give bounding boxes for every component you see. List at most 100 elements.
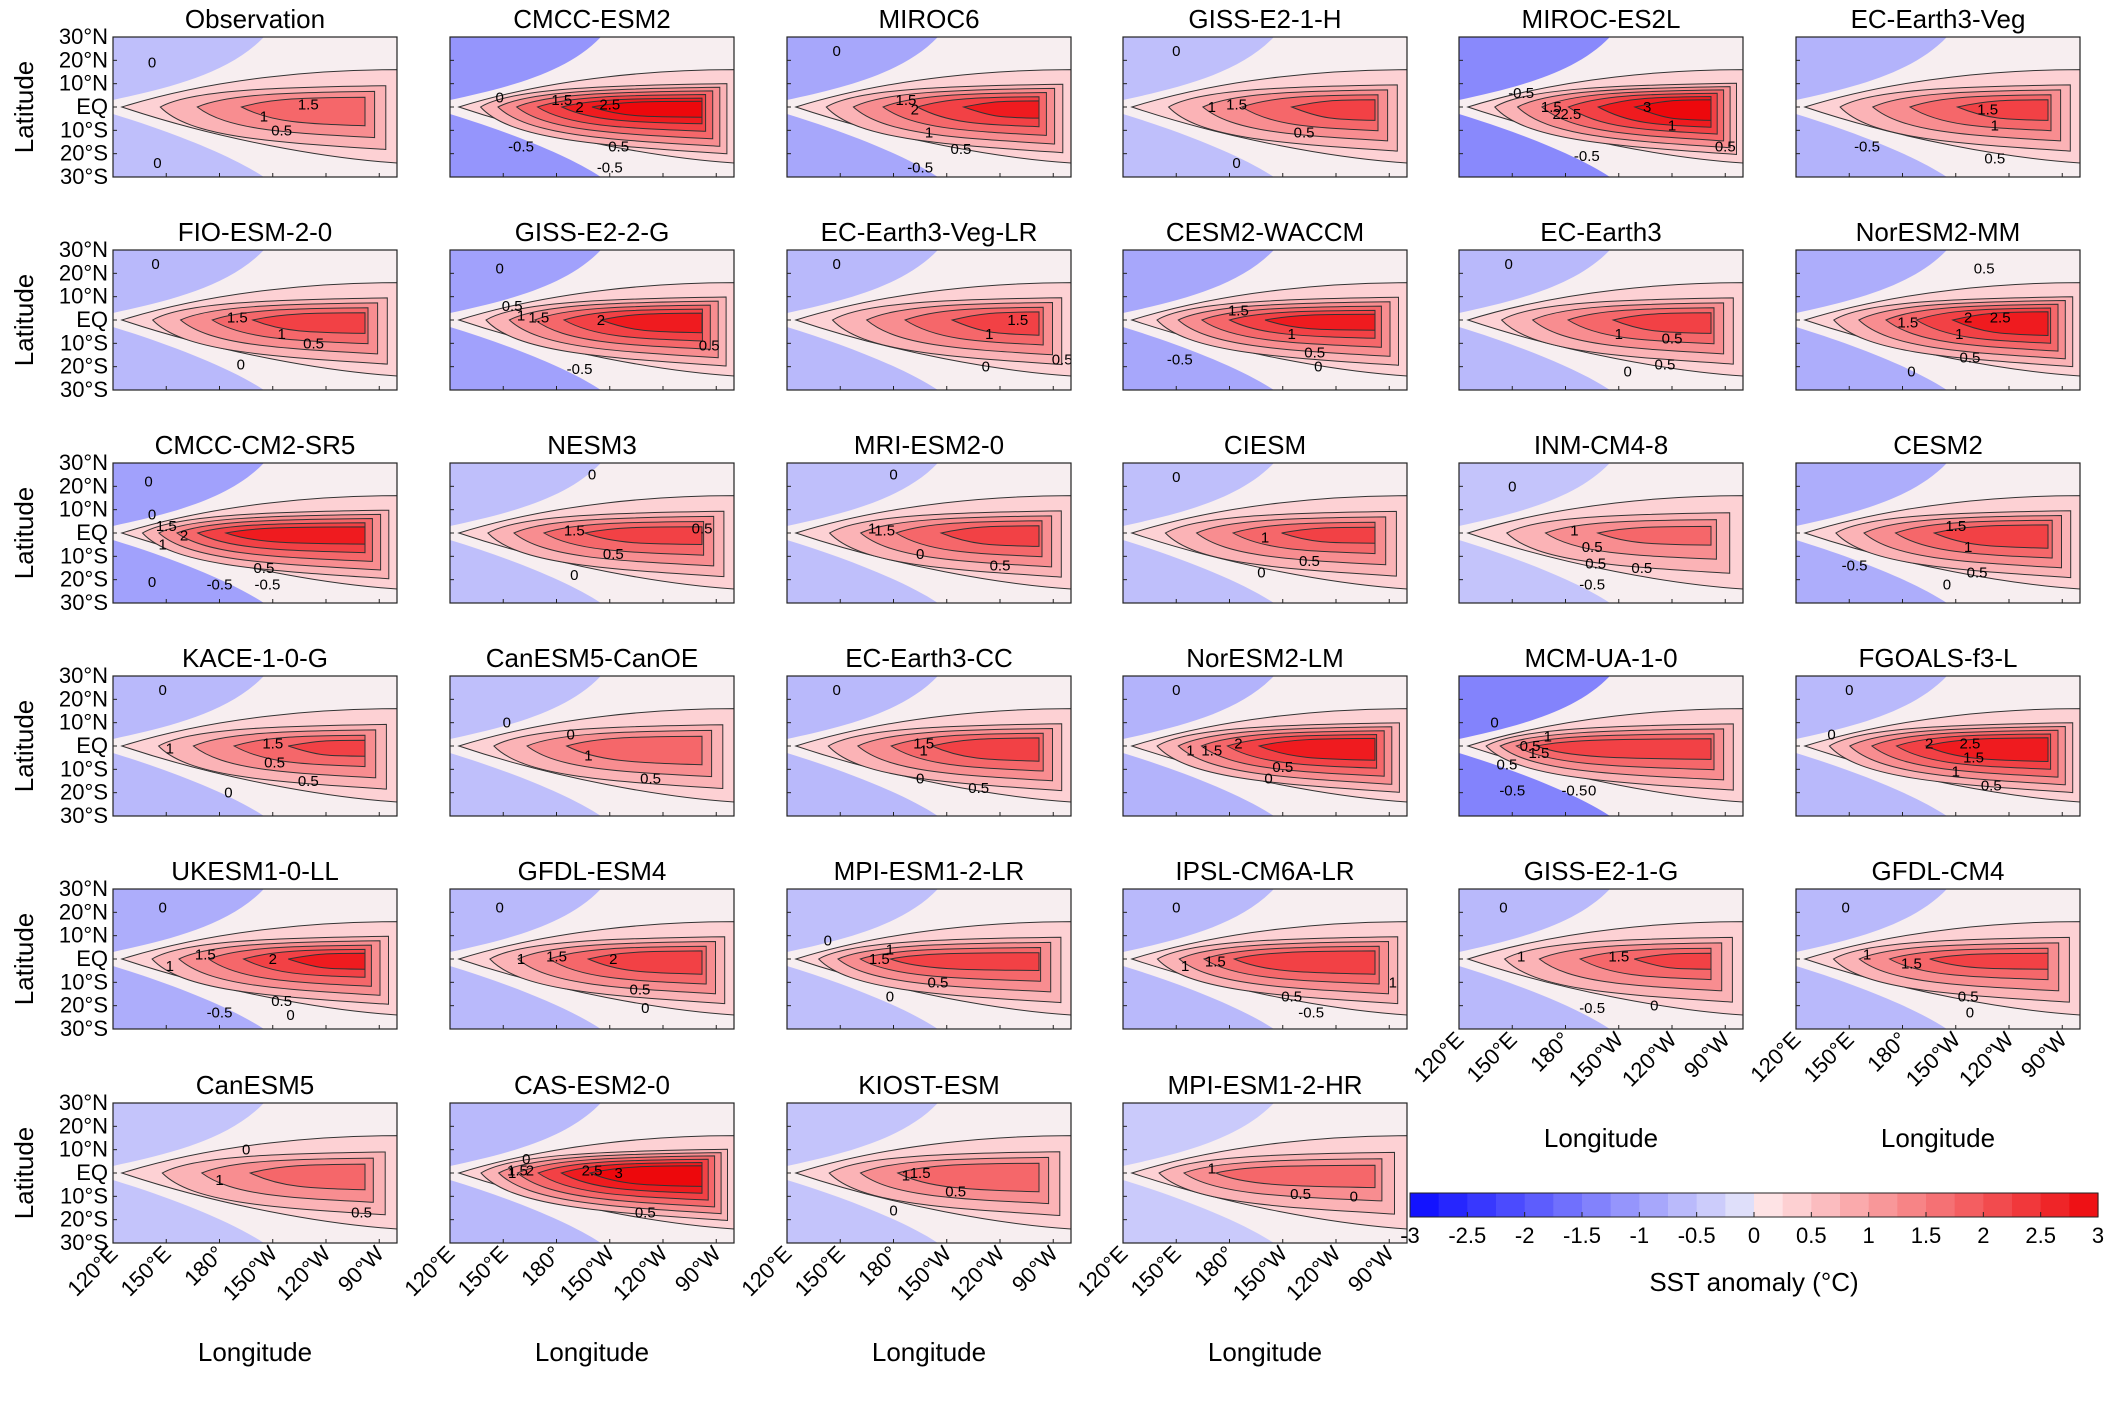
contour-label: 0.5 — [1984, 150, 2005, 167]
contour-band — [896, 1162, 1040, 1193]
colorbar-segment — [1954, 1193, 1984, 1217]
colorbar-segment — [1496, 1193, 1526, 1217]
colorbar-segment — [1811, 1193, 1841, 1217]
x-axis-label: Longitude — [535, 1337, 649, 1367]
contour-label: 0 — [1499, 900, 1507, 917]
map-panel: MCM-UA-1-000.511.5-0.5 -0.5 00.5 — [1458, 643, 1744, 817]
contour-label: 0.5 — [692, 520, 713, 537]
contour-label: -0.5 — [1167, 352, 1193, 369]
x-tick-label: 120°E — [1408, 1027, 1468, 1087]
contour-label: 0 — [1172, 469, 1180, 486]
contour-label: 1 — [1261, 530, 1269, 547]
contour-label: 0 — [1845, 682, 1853, 699]
contour-label: 0.5 — [1281, 988, 1302, 1005]
colorbar-segment — [1782, 1193, 1812, 1217]
negative-anomaly-south — [1123, 114, 1274, 177]
contour-label: 0 — [567, 726, 575, 743]
contour-label: 1 — [277, 326, 285, 343]
contour-band — [1951, 311, 2049, 337]
contour-label: -0.5 — [597, 160, 623, 177]
contour-label: 0 — [1172, 900, 1180, 917]
map-panel: CESM2 1.5 1 -0.5 0.5 0 — [1795, 430, 2081, 604]
negative-anomaly-south — [1123, 327, 1274, 390]
x-tick-label: 150°W — [218, 1241, 283, 1306]
heatmap-field: 0.51 1.5 20-0.50.5 — [450, 250, 734, 390]
contour-label: 0 — [1490, 715, 1498, 732]
heatmap-field: 11.5 0.5 0 0 — [787, 889, 1071, 1029]
contour-label: 0.5 — [1290, 1186, 1311, 1203]
contour-label: 0 — [833, 682, 841, 699]
heatmap-field: 1.5 2 1 0.5 0 0 — [450, 889, 734, 1029]
negative-anomaly-north — [113, 1103, 264, 1166]
colorbar-segment — [1668, 1193, 1698, 1217]
y-tick-label: 30°S — [60, 164, 108, 189]
contour-label: 0.5 — [1052, 352, 1073, 369]
contour-label: 0 — [522, 1151, 530, 1168]
negative-anomaly-north — [787, 889, 938, 952]
contour-label: 0 — [1257, 565, 1265, 582]
map-panel: CESM2-WACCM 1.5 1 0.50 -0.5 — [1122, 217, 1408, 391]
contour-band — [1924, 737, 2049, 763]
contour-band — [1634, 952, 1712, 970]
contour-label: 0.5 — [1958, 988, 1979, 1005]
y-tick-label: EQ — [76, 1160, 108, 1185]
heatmap-field: 10.50 — [113, 1103, 397, 1243]
contour-label: 0 — [1505, 256, 1513, 273]
negative-anomaly-south — [450, 327, 601, 390]
negative-anomaly-north — [1123, 250, 1274, 313]
map-panel: GISS-E2-1-H 1 1.5 0.5 0 0 — [1122, 4, 1408, 178]
y-axis-label: Latitude — [9, 487, 39, 580]
negative-anomaly-south — [450, 1180, 601, 1243]
contour-label: 1 — [517, 951, 525, 968]
x-tick-label: 150°W — [892, 1241, 957, 1306]
contour-label: -0.5 — [1579, 576, 1605, 593]
contour-label: 0 — [1314, 359, 1322, 376]
contour-label: 1 — [902, 1167, 910, 1184]
contour-label: 2 — [911, 101, 919, 118]
contour-band — [1535, 738, 1712, 760]
colorbar-segment — [1410, 1193, 1440, 1217]
contour-label: 0.5 — [951, 141, 972, 158]
negative-anomaly-north — [1459, 676, 1610, 739]
colorbar-segment — [1524, 1193, 1554, 1217]
negative-anomaly-south — [113, 540, 264, 603]
contour-label: 1.5 — [546, 949, 567, 966]
panel-title: KACE-1-0-G — [182, 643, 328, 673]
contour-label: 0 — [144, 474, 152, 491]
colorbar-tick-label: -1.5 — [1563, 1223, 1601, 1248]
contour-label: 0.5 — [1662, 331, 1683, 348]
y-tick-label: 20°S — [60, 141, 108, 166]
contour-label: 0.5 — [1715, 139, 1736, 156]
contour-label: 0 — [148, 506, 156, 523]
y-tick-label: 30°S — [60, 1230, 108, 1255]
contour-label: 0.5 — [1304, 345, 1325, 362]
colorbar-segment — [1467, 1193, 1497, 1217]
x-tick-label: 120°W — [608, 1241, 673, 1306]
y-tick-label: 10°S — [60, 1183, 108, 1208]
colorbar-segment — [1582, 1193, 1612, 1217]
contour-label: 2.5 — [1990, 310, 2011, 327]
contour-label: -0.5 — [508, 139, 534, 156]
contour-label: 0.5 — [351, 1205, 372, 1222]
contour-label: -0.5 — [207, 1005, 233, 1022]
heatmap-field: 1.5 10.5 0 0 — [113, 37, 397, 177]
contour-label: 1 — [1668, 118, 1676, 135]
x-tick-label: 120°W — [945, 1241, 1010, 1306]
panel-title: EC-Earth3 — [1540, 217, 1661, 247]
y-tick-label: EQ — [76, 520, 108, 545]
contour-label: 0.5 — [298, 773, 319, 790]
y-tick-label: 20°N — [59, 473, 108, 498]
y-tick-label: 20°S — [60, 567, 108, 592]
contour-label: 0 — [151, 256, 159, 273]
y-tick-label: 30°N — [59, 1090, 108, 1115]
x-tick-label: 120°W — [1954, 1027, 2019, 1092]
y-tick-label: EQ — [76, 94, 108, 119]
contour-label: 1 — [260, 108, 268, 125]
contour-band — [240, 96, 366, 127]
contour-label: -0.5 — [567, 361, 593, 378]
negative-anomaly-north — [1796, 463, 1947, 526]
contour-label: 1 — [166, 740, 174, 757]
